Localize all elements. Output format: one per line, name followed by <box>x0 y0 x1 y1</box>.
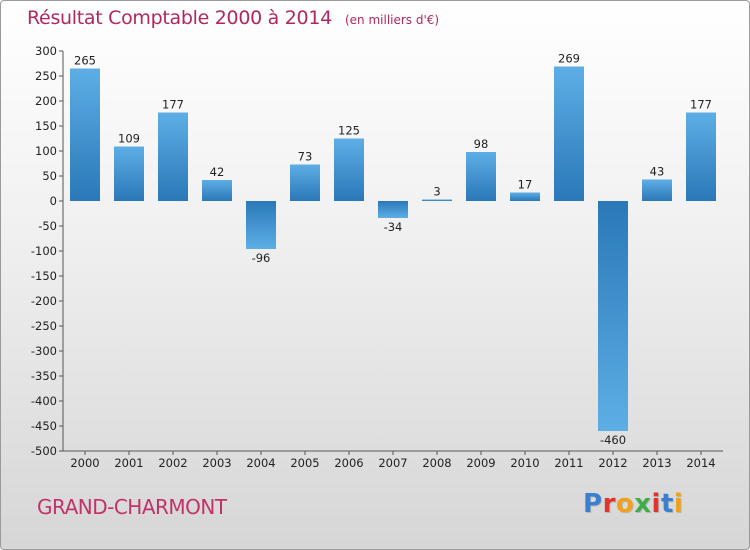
bar <box>554 66 584 201</box>
bar-value-label: 177 <box>162 98 184 112</box>
x-tick-label: 2010 <box>510 456 539 470</box>
y-tick-label: -250 <box>31 319 57 333</box>
bar <box>334 138 364 201</box>
bar-value-label: 269 <box>558 52 580 66</box>
bar <box>158 112 188 201</box>
y-tick-label: -100 <box>31 244 57 258</box>
bar-value-label: 73 <box>298 150 313 164</box>
bar-value-label: 17 <box>518 178 533 192</box>
brand-letter: i <box>651 489 661 519</box>
brand-logo: Proxiti <box>583 489 683 519</box>
bar-value-label: -460 <box>600 433 626 447</box>
chart-unit: (en milliers d'€) <box>344 13 440 27</box>
y-tick-label: -300 <box>31 344 57 358</box>
commune-name: GRAND-CHARMONT <box>37 495 227 519</box>
bar <box>70 68 100 201</box>
bar-value-label: 43 <box>650 165 665 179</box>
y-tick-label: 300 <box>35 44 57 58</box>
x-tick-label: 2004 <box>246 456 275 470</box>
y-tick-label: 50 <box>42 169 57 183</box>
bar <box>246 201 276 249</box>
x-tick-label: 2003 <box>202 456 231 470</box>
brand-letter: P <box>583 489 603 519</box>
bar <box>114 146 144 201</box>
bar <box>202 180 232 201</box>
x-tick-label: 2001 <box>114 456 143 470</box>
bar-value-label: 98 <box>474 137 489 151</box>
title-row: Résultat Comptable 2000 à 2014 (en milli… <box>27 7 439 29</box>
bar-value-label: 177 <box>690 98 712 112</box>
bar-value-label: 109 <box>118 132 140 146</box>
y-tick-label: -350 <box>31 369 57 383</box>
brand-letter: x <box>634 489 652 519</box>
x-tick-label: 2006 <box>334 456 363 470</box>
y-tick-label: -500 <box>31 444 57 458</box>
bar <box>642 179 672 201</box>
brand-letter: r <box>602 489 616 519</box>
brand-letter: t <box>660 489 674 519</box>
y-tick-label: 100 <box>35 144 57 158</box>
brand-letter: o <box>615 489 635 519</box>
bar <box>510 192 540 201</box>
y-tick-label: 250 <box>35 69 57 83</box>
brand-letter: i <box>673 489 684 519</box>
y-tick-label: -400 <box>31 394 57 408</box>
chart-data-labels: 265 109 177 42 -96 73 125 -34 3 98 17 269 -460 43 177 <box>74 52 712 448</box>
x-tick-label: 2011 <box>554 456 583 470</box>
x-tick-label: 2005 <box>290 456 319 470</box>
y-tick-label: -200 <box>31 294 57 308</box>
x-tick-label: 2000 <box>70 456 99 470</box>
y-tick-label: 150 <box>35 119 57 133</box>
bar-value-label: 125 <box>338 124 360 138</box>
bar-value-label: 265 <box>74 54 96 68</box>
x-tick-label: 2012 <box>598 456 627 470</box>
x-tick-label: 2014 <box>686 456 715 470</box>
bar <box>598 201 628 431</box>
bar <box>466 152 496 201</box>
x-tick-label: 2002 <box>158 456 187 470</box>
x-tick-label: 2008 <box>422 456 451 470</box>
y-tick-label: -150 <box>31 269 57 283</box>
x-tick-label: 2009 <box>466 456 495 470</box>
y-tick-label: 200 <box>35 94 57 108</box>
bar-value-label: 42 <box>210 165 225 179</box>
bar-value-label: -34 <box>384 220 403 234</box>
bar <box>422 199 452 201</box>
bar-value-label: -96 <box>252 251 271 265</box>
bar <box>290 164 320 201</box>
bar <box>378 201 408 218</box>
x-tick-label: 2007 <box>378 456 407 470</box>
bar-value-label: 3 <box>433 185 440 199</box>
chart-bars <box>70 66 716 431</box>
y-tick-label: -50 <box>38 219 57 233</box>
x-tick-label: 2013 <box>642 456 671 470</box>
chart-title: Résultat Comptable 2000 à 2014 <box>27 7 332 29</box>
bar <box>686 112 716 201</box>
chart-axes: 300 250 200 150 100 50 0 -50 -100 -150 -200 -250 -30… <box>31 44 723 470</box>
y-tick-label: -450 <box>31 419 57 433</box>
y-tick-label: 0 <box>50 194 57 208</box>
